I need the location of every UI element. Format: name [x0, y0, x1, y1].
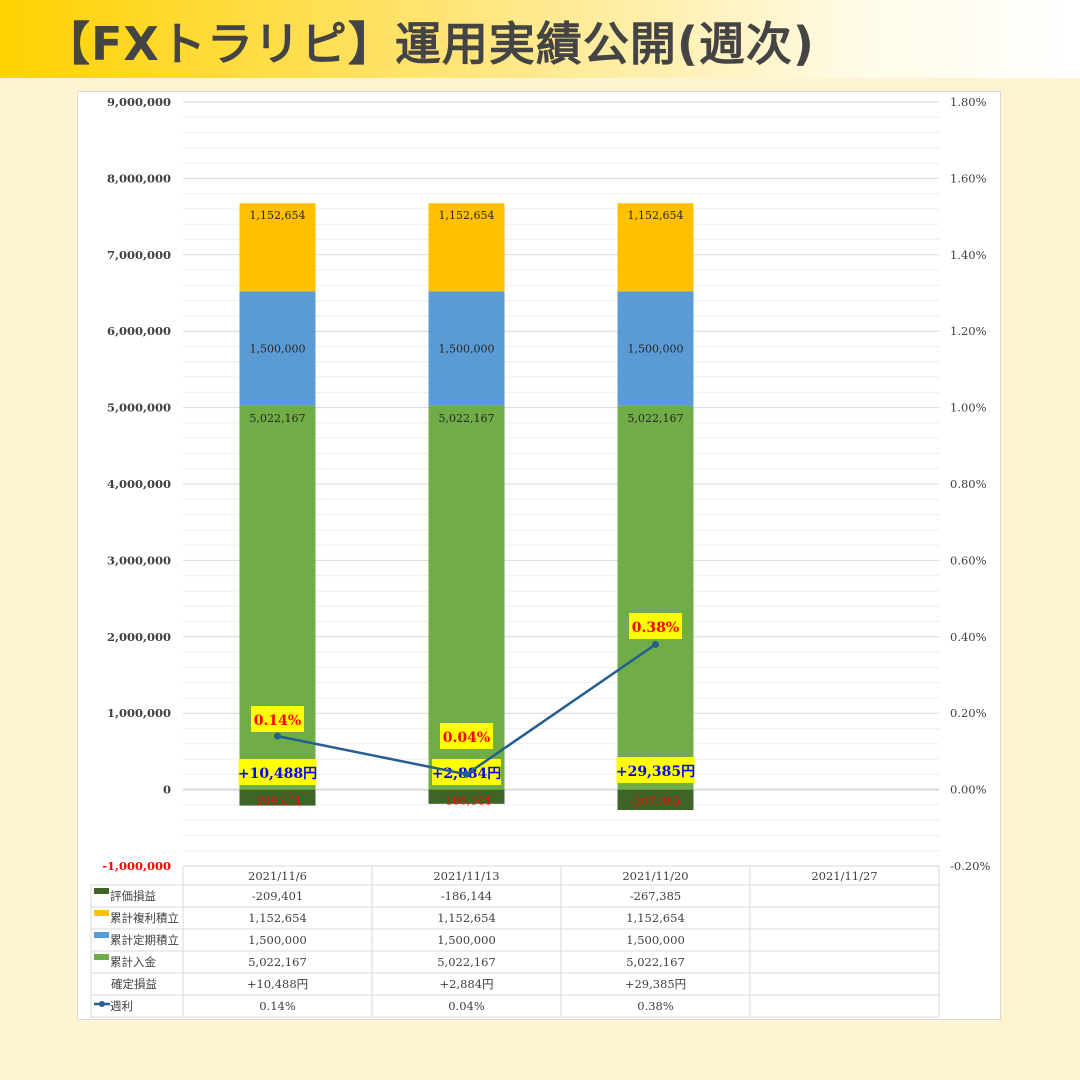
legend-label: 週利 [110, 999, 133, 1013]
legend-label: 評価損益 [110, 889, 156, 903]
table-cell: -186,144 [441, 889, 492, 903]
legend-label: 確定損益 [111, 977, 157, 991]
bar-data-label: 1,152,654 [250, 209, 306, 222]
y-right-tick-label: 0.00% [950, 783, 987, 797]
legend-key-marker [99, 1001, 105, 1007]
weekly-rate-point [652, 640, 659, 648]
bar-data-label: 1,152,654 [628, 209, 684, 222]
category-label: 2021/11/27 [811, 869, 877, 883]
legend-key [94, 954, 109, 960]
category-label: 2021/11/13 [433, 869, 499, 883]
table-cell: -209,401 [252, 889, 303, 903]
y-left-tick-label: 5,000,000 [107, 401, 171, 415]
weekly-rate-label-box [629, 613, 682, 639]
bar-eval [239, 789, 316, 806]
table-cell: +2,884円 [439, 977, 493, 991]
y-left-tick-label: 3,000,000 [107, 553, 171, 567]
bar-compound [428, 203, 505, 292]
y-left-tick-label: 4,000,000 [107, 477, 171, 491]
bar-data-label: 1,500,000 [250, 343, 306, 356]
bar-data-label-eval: -209,401 [253, 795, 302, 808]
table-cell: 1,152,654 [437, 911, 496, 925]
bar-compound [239, 203, 316, 292]
bar-regular [428, 291, 505, 406]
category-label: 2021/11/6 [248, 869, 307, 883]
y-right-tick-label: 0.60% [950, 553, 987, 567]
table-cell: 0.04% [448, 999, 485, 1013]
legend-key [94, 910, 109, 916]
bar-regular [617, 291, 694, 406]
y-left-tick-label: 1,000,000 [107, 706, 171, 720]
y-right-tick-label: 0.80% [950, 477, 987, 491]
table-cell: 1,500,000 [437, 933, 496, 947]
weekly-rate-label-box [251, 706, 304, 732]
table-cell: -267,385 [630, 889, 681, 903]
y-left-tick-label: 0 [163, 783, 171, 797]
bar-data-label: 1,152,654 [439, 209, 495, 222]
y-left-tick-label: -1,000,000 [102, 859, 171, 873]
weekly-rate-point [463, 770, 470, 778]
legend-key [94, 888, 109, 894]
bar-data-label: 1,500,000 [439, 343, 495, 356]
profit-label-box [616, 757, 695, 783]
profit-label: +29,385円 [616, 764, 695, 780]
y-left-tick-label: 8,000,000 [107, 171, 171, 185]
weekly-rate-label: 0.38% [632, 620, 679, 636]
bar-data-label-eval: -186,144 [442, 795, 491, 808]
legend-key [94, 932, 109, 938]
legend-label: 累計定期積立 [110, 933, 179, 947]
page-title: 【FXトラリピ】運用実績公開(週次) [44, 17, 815, 71]
weekly-rate-point [274, 732, 281, 740]
bar-deposit [239, 405, 316, 790]
bar-regular [239, 291, 316, 406]
bar-compound [617, 203, 694, 292]
y-left-tick-label: 9,000,000 [107, 95, 171, 109]
bar-data-label: 5,022,167 [250, 412, 306, 425]
y-left-tick-label: 7,000,000 [107, 248, 171, 262]
table-cell: +29,385円 [625, 977, 686, 991]
table-cell: 0.38% [637, 999, 674, 1013]
profit-label: +10,488円 [238, 766, 317, 782]
table-cell: 1,152,654 [626, 911, 685, 925]
table-cell: 0.14% [259, 999, 296, 1013]
weekly-rate-label: 0.04% [443, 730, 490, 746]
y-right-tick-label: 1.20% [950, 324, 987, 338]
legend-label: 累計入金 [110, 955, 156, 969]
weekly-rate-label-box [440, 723, 493, 749]
table-cell: +10,488円 [247, 977, 308, 991]
legend-label: 累計複利積立 [110, 911, 179, 925]
bar-data-label: 1,500,000 [628, 343, 684, 356]
category-label: 2021/11/20 [622, 869, 688, 883]
chart-panel [77, 91, 1001, 1020]
bar-deposit [617, 405, 694, 790]
bar-data-label: 5,022,167 [439, 412, 495, 425]
profit-label-box [238, 759, 317, 785]
weekly-rate-label: 0.14% [254, 713, 301, 729]
y-right-tick-label: 1.80% [950, 95, 987, 109]
y-right-tick-label: 0.20% [950, 706, 987, 720]
table-cell: 1,500,000 [248, 933, 307, 947]
y-right-tick-label: -0.20% [950, 859, 990, 873]
table-cell: 5,022,167 [626, 955, 685, 969]
y-right-tick-label: 1.00% [950, 401, 987, 415]
y-left-tick-label: 6,000,000 [107, 324, 171, 338]
table-cell: 1,500,000 [626, 933, 685, 947]
y-right-tick-label: 1.40% [950, 248, 987, 262]
bar-eval [428, 789, 505, 804]
table-cell: 5,022,167 [248, 955, 307, 969]
title-banner: 【FXトラリピ】運用実績公開(週次) [0, 0, 1080, 78]
bar-eval [617, 789, 694, 811]
bar-data-label-eval: -267,385 [631, 795, 680, 808]
y-right-tick-label: 0.40% [950, 630, 987, 644]
y-left-tick-label: 2,000,000 [107, 630, 171, 644]
table-cell: 1,152,654 [248, 911, 307, 925]
table-cell: 5,022,167 [437, 955, 496, 969]
y-right-tick-label: 1.60% [950, 171, 987, 185]
bar-data-label: 5,022,167 [628, 412, 684, 425]
